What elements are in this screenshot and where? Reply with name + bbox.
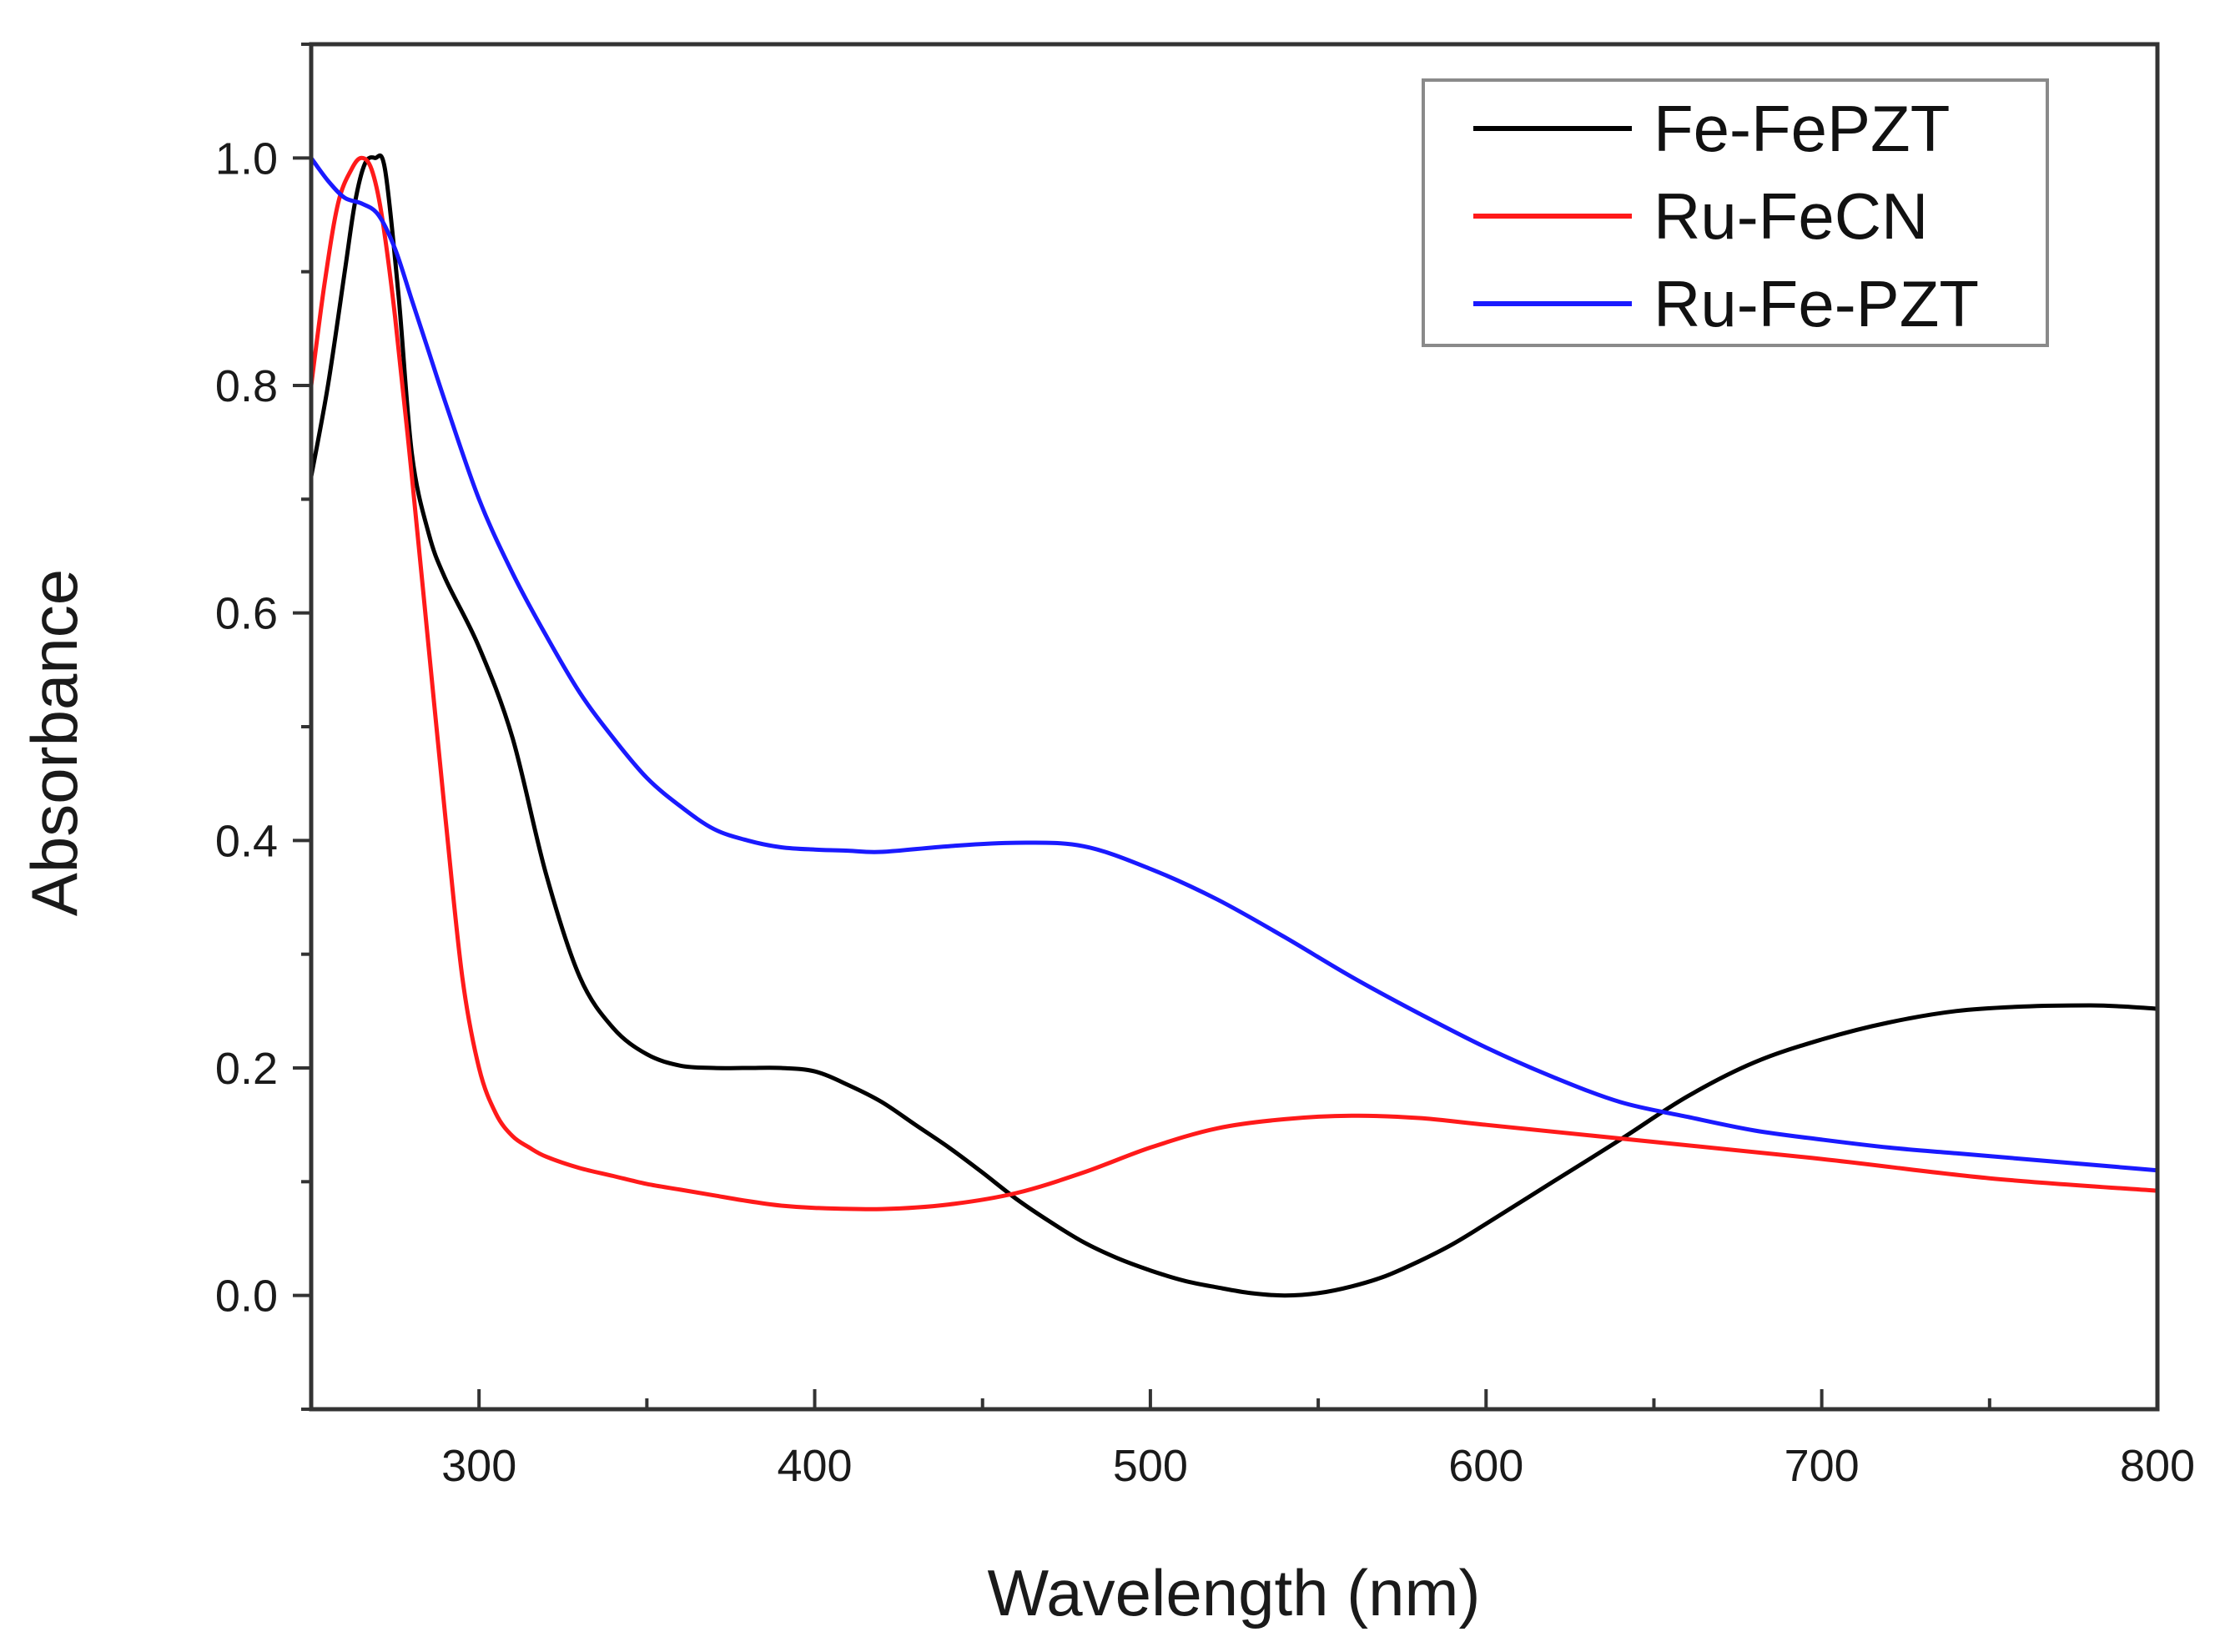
- y-axis-title: Absorbance: [18, 569, 91, 916]
- y-tick-label: 0.8: [215, 361, 278, 411]
- x-tick-label: 300: [441, 1441, 516, 1491]
- legend: Fe-FePZT Ru-FeCN Ru-Fe-PZT: [1422, 78, 2049, 347]
- series-line-ru-fe-pzt: [309, 155, 2160, 1173]
- x-tick-label: 800: [2120, 1441, 2195, 1491]
- x-tick-label: 600: [1448, 1441, 1523, 1491]
- series-line-ru-fecn: [309, 155, 2160, 1211]
- legend-label-ru-fe-pzt: Ru-Fe-PZT: [1654, 267, 1979, 340]
- x-tick-label: 400: [777, 1441, 852, 1491]
- y-tick-label: 0.4: [215, 816, 278, 866]
- legend-label-ru-fecn: Ru-FeCN: [1654, 179, 1928, 253]
- series-lines: [309, 153, 2160, 1298]
- x-axis-title: Wavelength (nm): [988, 1556, 1481, 1629]
- series-line-fe-fepzt: [309, 153, 2160, 1298]
- y-tick-label: 0.0: [215, 1272, 278, 1322]
- x-tick-label: 700: [1785, 1441, 1860, 1491]
- y-tick-label: 1.0: [215, 133, 278, 184]
- x-tick-label: 500: [1113, 1441, 1188, 1491]
- tick-labels: 300 400 500 600 700 800 0.0 0.2 0.4 0.6 0.8 1.0: [215, 133, 2195, 1491]
- legend-label-fe-fepzt: Fe-FePZT: [1654, 92, 1950, 165]
- y-tick-label: 0.6: [215, 589, 278, 639]
- y-tick-label: 0.2: [215, 1044, 278, 1094]
- plot-frame: [309, 42, 2160, 1412]
